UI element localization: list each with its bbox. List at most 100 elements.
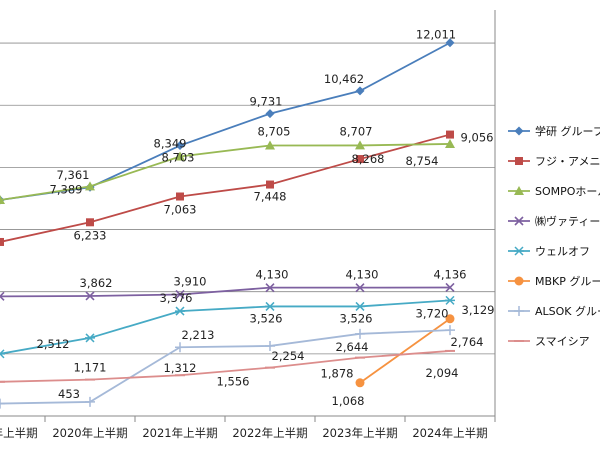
data-point [265,301,275,311]
data-point [175,306,185,316]
series-line [0,350,451,383]
data-label: 2,094 [426,366,459,380]
legend-label: SOMPOホールディングス [535,184,600,198]
data-point [265,109,275,119]
series-line [359,318,451,384]
data-label: 12,011 [416,28,456,42]
data-label: 1,171 [74,361,107,375]
data-label: 2,644 [336,340,369,354]
data-point [445,325,455,336]
legend-label: 学研 グループ [535,124,600,138]
data-label: 453 [58,387,80,401]
data-point [445,138,455,148]
data-point [175,289,185,300]
legend-item: スマイシア [508,335,590,348]
x-tick-label: 2020年上半期 [52,426,127,440]
data-point [445,38,455,48]
series-line [0,329,451,405]
x-tick-label: 2024年上半期 [412,426,487,440]
data-point [85,291,95,301]
data-point [85,396,95,407]
data-point [0,291,5,301]
data-point [514,186,524,195]
data-point [515,157,523,165]
legend-item: ㈱ヴァティー [508,214,600,228]
data-label: 8,349 [154,137,187,151]
data-label: 1,068 [332,394,365,408]
series-line [0,133,451,243]
axes [0,10,496,422]
data-point [265,283,275,293]
data-label: 7,361 [57,168,90,182]
data-label: 8,705 [258,124,291,138]
data-point [175,151,185,161]
data-point [0,398,5,409]
x-tick-label: 2023年上半期 [322,426,397,440]
data-point [355,301,365,311]
data-point [0,237,4,246]
series-4 [0,282,455,301]
data-label: 3,526 [250,311,283,325]
legend-item: SOMPOホールディングス [508,184,600,198]
data-label: 2,764 [451,335,484,349]
data-point [445,282,455,293]
data-point [446,130,454,139]
data-point [355,140,365,150]
data-label: 9,731 [250,95,283,109]
series-8 [0,349,455,383]
data-point [514,126,524,136]
data-label: 8,268 [352,152,385,166]
data-labels: 7,361 8,703 9,731 10,462 12,011 6,233 7,063 7,4… [37,28,495,408]
data-label: 4,130 [346,268,379,282]
data-point [85,333,95,343]
x-tick-label: 2022年上半期 [232,426,307,440]
data-point [514,246,524,256]
data-label: 7,063 [164,203,197,217]
data-point [355,378,365,388]
data-label: 1,312 [164,361,197,375]
data-point [266,180,274,189]
legend-item: ALSOK グループ [508,304,600,318]
series-7 [0,325,455,409]
legend-item: 学研 グループ [508,124,600,138]
series-5 [0,295,455,359]
data-label: 4,136 [434,267,467,281]
legend-item: MBKP グループ [508,274,600,288]
legend-label: フジ・アメニティ [535,155,600,168]
data-label: 6,233 [74,228,107,242]
data-label: 1,878 [321,367,354,381]
data-label: 7,389 [50,182,83,196]
data-label: 8,703 [162,151,195,165]
series-2 [0,130,454,246]
data-point [0,195,5,205]
data-label: 9,056 [461,131,494,145]
data-point [175,141,185,151]
data-label: 10,462 [324,72,364,86]
data-label: 8,754 [406,154,439,168]
series-line [0,143,451,201]
legend-label: MBKP グループ [535,274,600,288]
series-group [0,38,455,409]
gridlines [0,42,495,355]
data-label: 3,376 [160,291,193,305]
data-label: 7,448 [254,190,287,204]
data-point [355,86,365,96]
x-tick-labels: 2019年上半期 2020年上半期 2021年上半期 2022年上半期 2023年上半期… [0,426,488,440]
x-tick-label: 2019年上半期 [0,426,38,440]
data-point [176,192,184,201]
series-6 [355,314,455,388]
data-label: 3,720 [416,306,449,320]
data-point [514,276,524,286]
data-point [0,349,5,359]
legend-item: フジ・アメニティ [508,155,600,168]
data-point [265,140,275,150]
series-line [0,286,451,298]
data-label: 1,556 [217,375,250,389]
data-label: 2,254 [272,349,305,363]
data-label: 4,130 [256,268,289,282]
data-point [445,295,455,305]
data-label: 2,213 [182,328,215,342]
